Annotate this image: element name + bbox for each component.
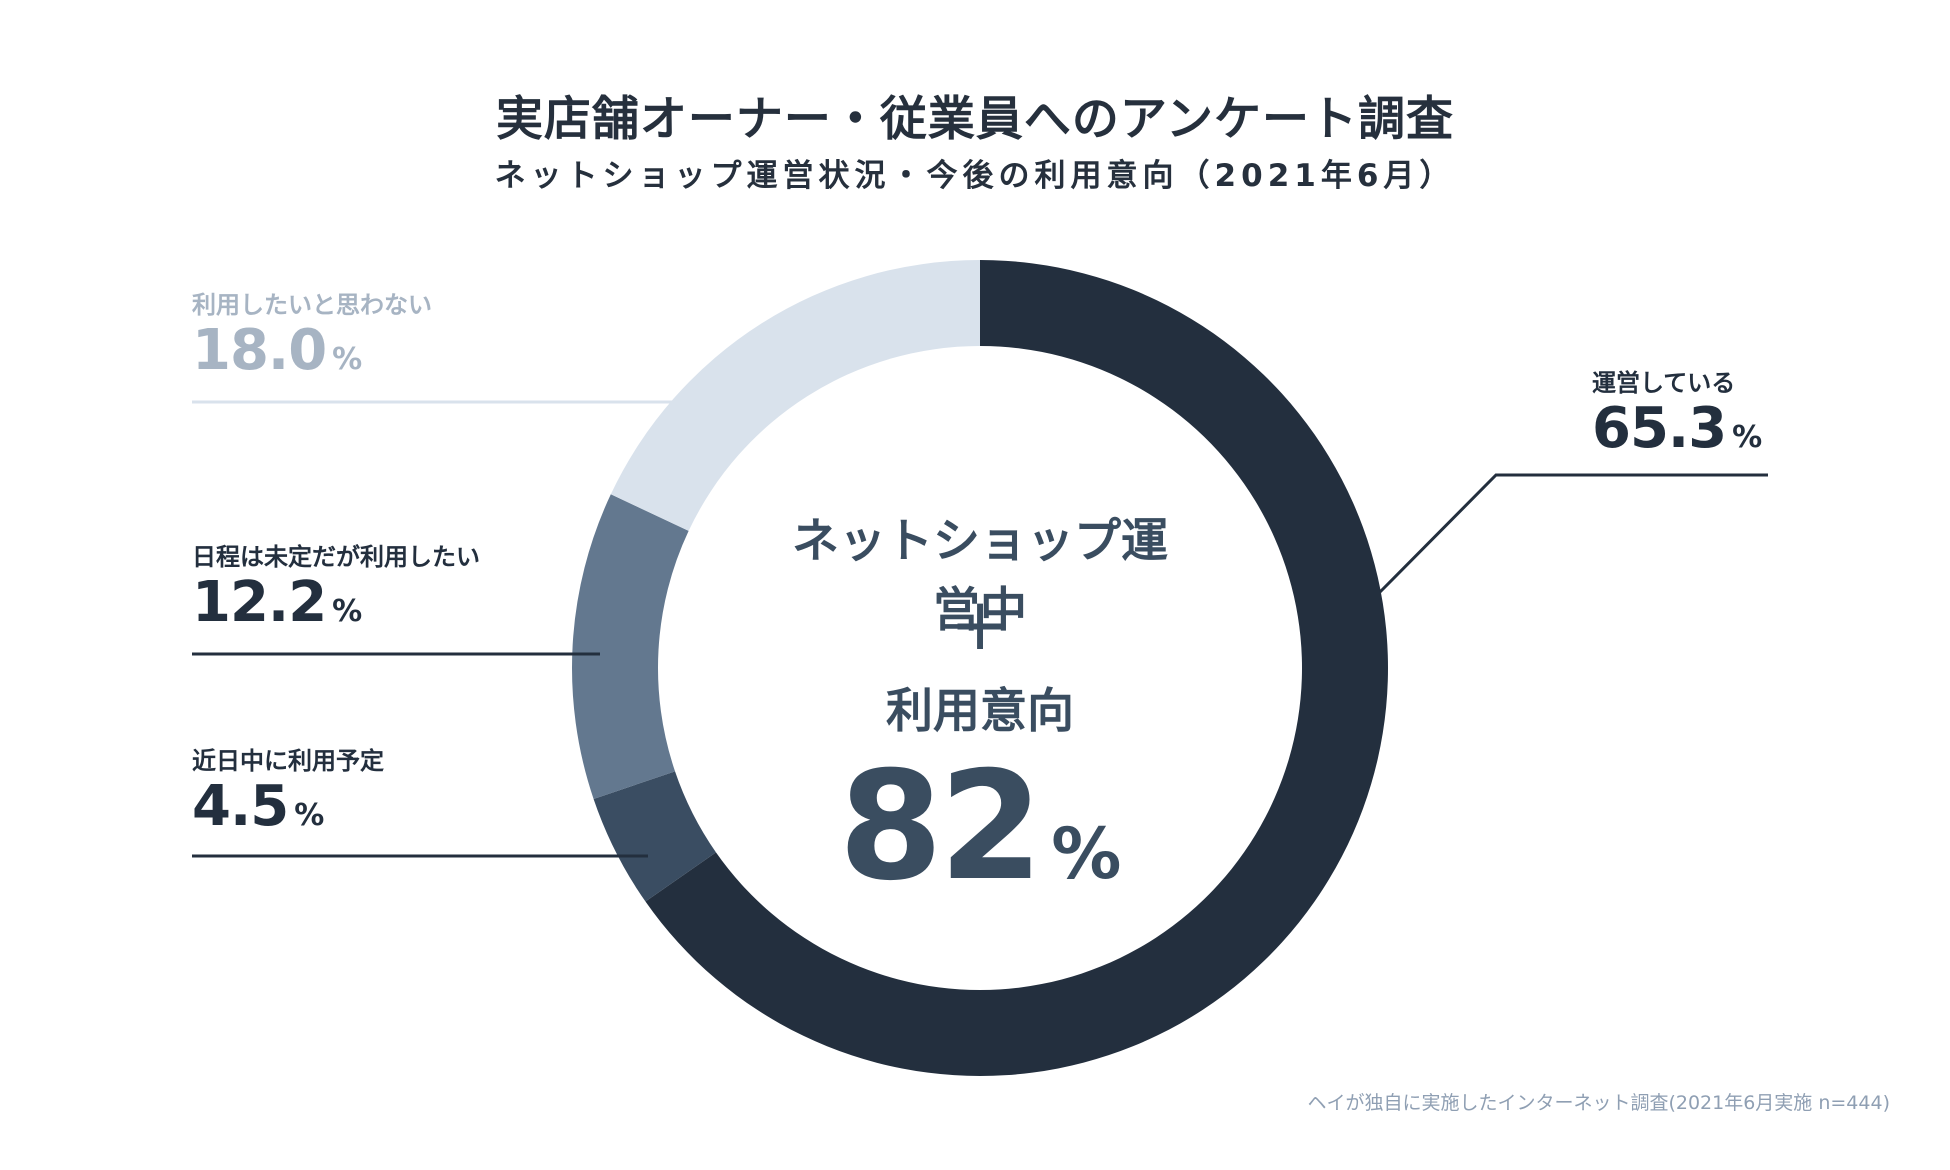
- center-line3: 利用意向: [886, 684, 1074, 739]
- center-plus: +: [949, 582, 1011, 666]
- footnote: ヘイが独自に実施したインターネット調査(2021年6月実施 n=444): [1307, 1092, 1890, 1114]
- slice-value: 12.2%: [192, 570, 363, 635]
- slice-value: 65.3%: [1592, 396, 1763, 461]
- chart-subtitle: ネットショップ運営状況・今後の利用意向（2021年6月）: [494, 158, 1456, 194]
- label-soon: 近日中に利用予定 4.5%: [192, 746, 384, 847]
- slice-value: 4.5%: [192, 774, 325, 839]
- leader-operating: [1378, 473, 1768, 594]
- slice-value: 18.0%: [192, 318, 363, 383]
- slice-undecided: [572, 494, 689, 799]
- slice-name: 近日中に利用予定: [192, 747, 384, 775]
- slice-name: 日程は未定だが利用したい: [192, 543, 480, 571]
- slice-name: 利用したいと思わない: [192, 291, 432, 319]
- label-no-intent: 利用したいと思わない 18.0%: [192, 290, 432, 391]
- label-undecided: 日程は未定だが利用したい 12.2%: [192, 542, 480, 643]
- center-line1: ネットショップ運営中: [792, 514, 1168, 638]
- label-operating: 運営している 65.3%: [1592, 368, 1762, 469]
- slice-no-intent: [610, 260, 980, 531]
- chart-title: 実店舗オーナー・従業員へのアンケート調査: [495, 92, 1455, 147]
- center-total: 82%: [838, 740, 1122, 914]
- slice-soon: [593, 771, 716, 902]
- slice-name: 運営している: [1592, 369, 1736, 397]
